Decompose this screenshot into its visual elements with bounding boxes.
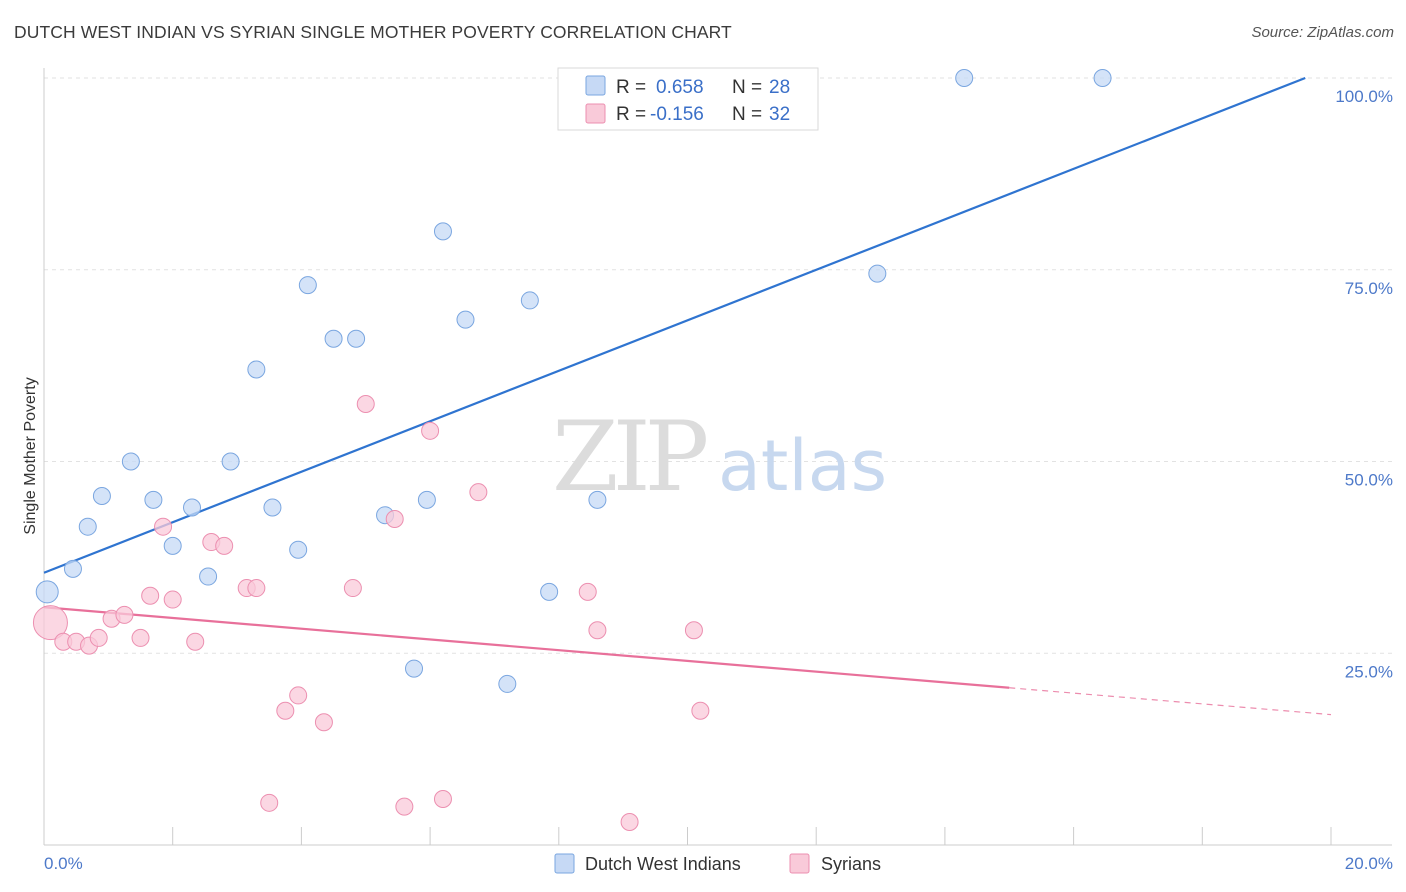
y-tick-label: 50.0%: [1345, 471, 1393, 490]
x-tick-label: 0.0%: [44, 854, 83, 873]
trendline-syrians: [43, 606, 1010, 689]
point-dutch-west-indians: [263, 498, 282, 517]
point-syrians: [215, 536, 234, 555]
point-dutch-west-indians: [324, 329, 343, 348]
trendline-dutch-west-indians: [43, 76, 1306, 574]
point-dutch-west-indians: [456, 310, 475, 329]
bottom-legend-label-syrians: Syrians: [821, 854, 881, 874]
legend-n-label: N =: [732, 104, 762, 125]
point-dutch-west-indians: [247, 360, 266, 379]
legend-r-label: R =: [616, 77, 646, 98]
point-syrians: [289, 686, 308, 705]
point-dutch-west-indians: [78, 517, 97, 536]
point-syrians: [469, 483, 488, 502]
point-dutch-west-indians: [144, 490, 163, 509]
bottom-legend-swatch-dutch-west-indians: [554, 853, 575, 874]
chart-title: DUTCH WEST INDIAN VS SYRIAN SINGLE MOTHE…: [14, 22, 732, 42]
bottom-legend-label-dutch-west-indians: Dutch West Indians: [585, 854, 741, 874]
point-dutch-west-indians: [163, 536, 182, 555]
point-syrians: [343, 579, 362, 598]
x-tick-label: 20.0%: [1345, 854, 1393, 873]
point-syrians: [89, 628, 108, 647]
watermark-atlas: atlas: [718, 425, 887, 507]
y-tick-label: 25.0%: [1345, 662, 1393, 681]
point-syrians: [588, 621, 607, 640]
point-syrians: [260, 793, 279, 812]
point-dutch-west-indians: [868, 264, 887, 283]
y-axis-title: Single Mother Poverty: [22, 377, 39, 534]
point-dutch-west-indians: [347, 329, 366, 348]
data-points: [32, 69, 1112, 831]
bottom-legend: Dutch West Indians Syrians: [554, 853, 881, 874]
point-syrians: [691, 701, 710, 720]
legend: R = 0.658 N = 28 R = -0.156 N = 32: [557, 67, 819, 131]
point-syrians: [314, 713, 333, 732]
legend-swatch-dutch-west-indians: [585, 75, 606, 96]
x-axis-tick-labels: 0.0% 20.0%: [44, 854, 1393, 873]
point-syrians: [395, 797, 414, 816]
point-syrians: [32, 605, 68, 641]
point-dutch-west-indians: [63, 559, 82, 578]
legend-r-label: R =: [616, 104, 646, 125]
gridlines: [44, 77, 1392, 654]
point-dutch-west-indians: [183, 498, 202, 517]
point-dutch-west-indians: [289, 540, 308, 559]
point-syrians: [276, 701, 295, 720]
trendline-syrians-extension: [1009, 687, 1332, 716]
legend-n-label: N =: [732, 77, 762, 98]
point-dutch-west-indians: [121, 452, 140, 471]
point-dutch-west-indians: [955, 69, 974, 87]
point-dutch-west-indians: [298, 276, 317, 295]
point-syrians: [141, 586, 160, 605]
point-dutch-west-indians: [417, 490, 436, 509]
point-syrians: [131, 628, 150, 647]
point-dutch-west-indians: [588, 490, 607, 509]
source-label: Source: ZipAtlas.com: [1251, 24, 1394, 41]
point-dutch-west-indians: [520, 291, 539, 310]
point-dutch-west-indians: [1093, 69, 1112, 87]
bottom-legend-swatch-syrians: [789, 853, 810, 874]
point-dutch-west-indians: [540, 582, 559, 601]
point-dutch-west-indians: [92, 487, 111, 506]
point-syrians: [356, 394, 375, 413]
legend-n-value: 32: [769, 104, 790, 125]
y-tick-label: 100.0%: [1335, 87, 1393, 106]
point-dutch-west-indians: [221, 452, 240, 471]
point-syrians: [620, 812, 639, 831]
point-dutch-west-indians: [405, 659, 424, 678]
trendlines: [43, 76, 1332, 716]
x-axis-ticks: [172, 827, 1332, 845]
y-tick-label: 75.0%: [1345, 279, 1393, 298]
y-axis-tick-labels: 25.0% 50.0% 75.0% 100.0%: [1335, 87, 1393, 681]
point-syrians: [115, 605, 134, 624]
legend-swatch-syrians: [585, 103, 606, 124]
point-dutch-west-indians: [35, 580, 59, 604]
point-syrians: [247, 579, 266, 598]
legend-n-value: 28: [769, 77, 790, 98]
legend-r-value: 0.658: [656, 77, 704, 98]
point-syrians: [385, 510, 404, 529]
point-syrians: [421, 421, 440, 440]
point-syrians: [163, 590, 182, 609]
point-syrians: [578, 582, 597, 601]
watermark-zip: ZIP: [552, 401, 707, 513]
watermark: ZIP atlas: [552, 401, 887, 513]
point-syrians: [186, 632, 205, 651]
legend-r-value: -0.156: [650, 104, 704, 125]
point-dutch-west-indians: [498, 674, 517, 693]
point-dutch-west-indians: [199, 567, 218, 586]
point-dutch-west-indians: [433, 222, 452, 241]
point-syrians: [684, 621, 703, 640]
point-syrians: [154, 517, 173, 536]
point-syrians: [433, 789, 452, 808]
